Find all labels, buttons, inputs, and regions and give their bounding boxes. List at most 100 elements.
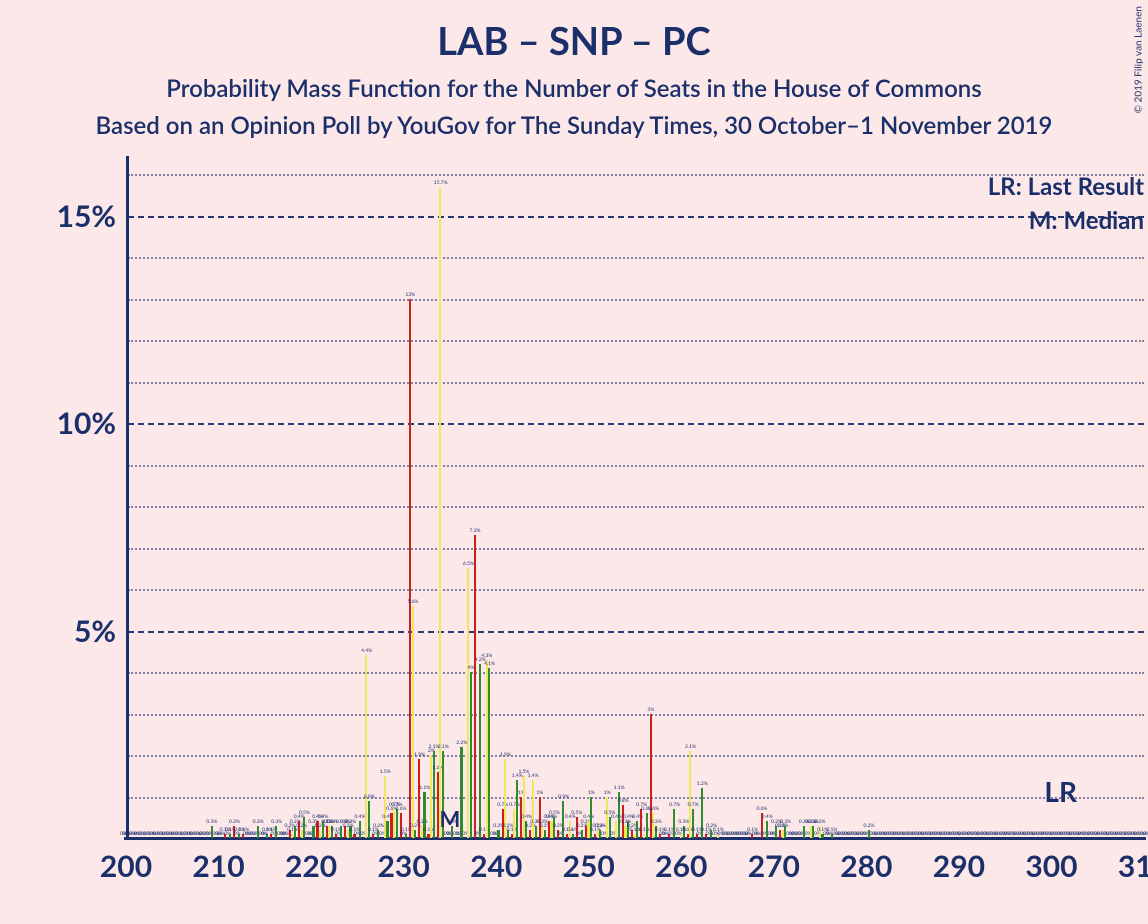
chart-subtitle-1: Probability Mass Function for the Number… [0,74,1148,103]
x-tick-label: 240 [470,848,522,884]
bar-value-label: 1% [588,790,595,796]
bar-value-label: 0.2% [863,823,874,829]
x-tick-label: 250 [563,848,615,884]
bar-value-label: 1% [604,790,611,796]
bar-value-label: 0.1% [639,827,650,833]
bar-value-label: 0.4% [354,814,365,820]
bar-value-label: 1.4% [528,773,539,779]
bar [439,187,441,838]
bar-value-label: 0.2% [296,823,307,829]
bar-value-label: 0.7% [509,802,520,808]
bar-value-label: 1.1% [419,785,430,791]
y-tick-label: 5% [74,613,116,649]
bar-value-label: 0.3% [253,819,264,825]
bar-value-label: 1.9% [500,752,511,758]
copyright-text: © 2019 Filip van Laenen [1132,6,1144,113]
bar-value-label: 4.4% [361,648,372,654]
x-tick-label: 200 [100,848,152,884]
gridline-minor [128,340,1144,342]
bar-value-label: 0.3% [271,819,282,825]
bar [266,834,268,838]
bar-value-label: 13% [405,292,415,298]
plot-area: 5%10%15%20021022023024025026027028029030… [126,166,1144,838]
gridline-minor [128,589,1144,591]
bar [474,535,476,838]
bar [470,672,472,838]
bar-value-label: 0.3% [206,819,217,825]
gridline-minor [128,548,1144,550]
bar-value-label: 1.1% [614,785,625,791]
bar-value-label: 6.5% [463,561,474,567]
bar-value-label: 0.2% [373,823,384,829]
gridline-minor [128,672,1144,674]
bar-value-label: 1.5% [380,769,391,775]
bar-value-label: 0.3% [678,819,689,825]
chart-title: LAB – SNP – PC [0,0,1148,64]
x-tick-label: 220 [285,848,337,884]
bar-value-label: 2.2% [456,740,467,746]
bar [544,830,546,838]
gridline-minor [128,299,1144,301]
bar [412,606,414,838]
bar-value-label: 0.6% [648,806,659,812]
bar-value-label: 1% [536,790,543,796]
bar-value-label: 0.3% [229,819,240,825]
bar [414,830,416,838]
bar-value-label: 1.9% [414,752,425,758]
marker-lr: LR [1044,774,1077,808]
gridline-minor [128,382,1144,384]
bar-value-label: 4.1% [484,661,495,667]
gridline-major [128,631,1144,633]
gridline-minor [128,755,1144,757]
bar-value-label: 0.3% [417,819,428,825]
bar [460,747,462,838]
bar [535,826,537,838]
gridline-minor [128,797,1144,799]
bar-value-label: 0.5% [299,810,310,816]
bar-value-label: 0.5% [571,810,582,816]
x-tick-label: 210 [192,848,244,884]
bar [229,834,231,838]
bar-value-label: 1.2% [697,781,708,787]
bar [405,834,407,838]
bar-value-label: 0.9% [558,794,569,800]
bar [692,809,694,838]
chart-subtitle-2: Based on an Opinion Poll by YouGov for T… [0,111,1148,140]
bar-value-label: 0.3% [815,819,826,825]
bar-value-label: 0.5% [549,810,560,816]
gridline-major [128,216,1144,218]
bar-value-label: 0.9% [364,794,375,800]
bar-value-label: 0.7% [497,802,508,808]
bar-value-label: 0.3% [651,819,662,825]
bar [488,668,490,838]
bar-value-label: 0.6% [756,806,767,812]
bar-value-label: 5.6% [407,599,418,605]
bar [238,834,240,838]
bar [479,664,481,838]
x-tick-label: 270 [748,848,800,884]
bar-value-label: 0.8% [618,798,629,804]
bar-value-label: 0.3% [780,819,791,825]
bar-value-label: 15.7% [434,180,448,186]
gridline-minor [128,257,1144,259]
x-tick-label: 300 [1025,848,1077,884]
x-tick-label: 310 [1118,848,1148,884]
marker-m: M [440,805,461,832]
bar-value-label: 0.6% [396,806,407,812]
legend-m: M: Median [1029,206,1144,235]
bar-value-label: 0.2% [595,823,606,829]
gridline-minor [128,714,1144,716]
legend-lr: LR: Last Result [988,172,1144,201]
x-tick-label: 290 [933,848,985,884]
x-tick-label: 230 [378,848,430,884]
gridline-minor [128,465,1144,467]
bar-value-label: 4.3% [481,653,492,659]
bar-value-label: 0.7% [688,802,699,808]
y-tick-label: 15% [57,198,116,234]
bar [581,830,583,838]
bar-value-label: 0.7% [669,802,680,808]
bar [572,834,574,838]
x-tick-label: 280 [840,848,892,884]
bar [386,821,388,838]
bar-value-label: 2.1% [685,744,696,750]
